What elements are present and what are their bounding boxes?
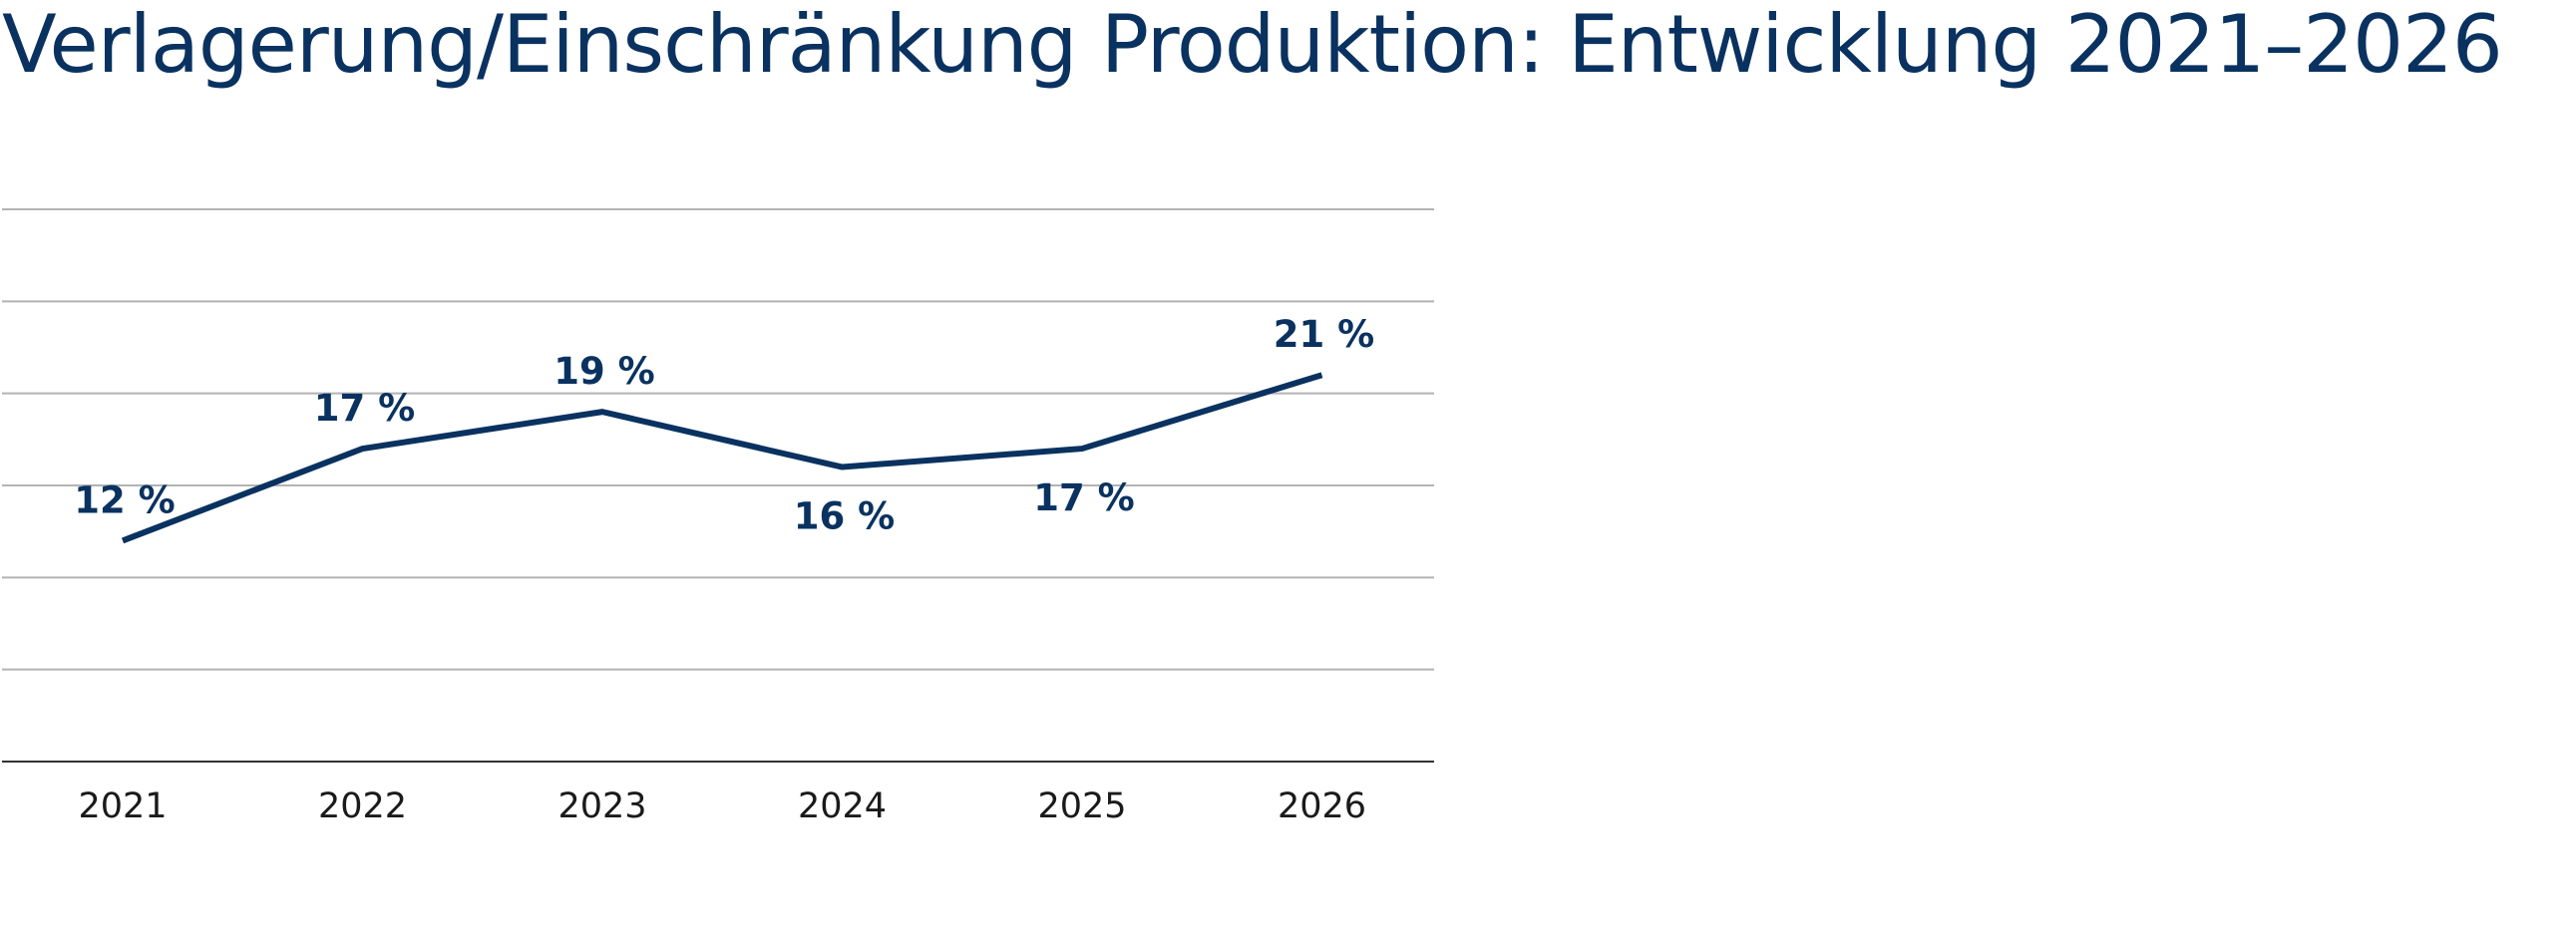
- x-tick-label: 2021: [78, 786, 167, 826]
- data-label: 16 %: [794, 495, 895, 538]
- data-point: [1319, 372, 1325, 378]
- data-point: [840, 465, 846, 470]
- x-tick-label: 2023: [557, 786, 646, 826]
- chart-title: Verlagerung/Einschränkung Produktion: En…: [2, 0, 2503, 91]
- data-point: [599, 409, 605, 415]
- gridlines: [2, 208, 1434, 671]
- series-line: [121, 372, 1323, 544]
- series-line-layer: [120, 372, 1325, 544]
- data-label: 12 %: [74, 478, 175, 521]
- data-point: [1079, 446, 1085, 452]
- x-tick-label: 2026: [1278, 786, 1366, 826]
- data-label: 21 %: [1274, 313, 1374, 356]
- data-labels: 12 % 17 % 19 % 16 % 17 % 21 %: [74, 313, 1374, 537]
- x-tick-label: 2024: [798, 786, 887, 826]
- data-label: 19 %: [553, 350, 654, 393]
- data-point: [120, 537, 126, 543]
- x-tick-label: 2025: [1037, 786, 1126, 826]
- data-point: [360, 446, 366, 452]
- x-tick-label: 2022: [318, 786, 407, 826]
- data-label: 17 %: [1033, 476, 1134, 519]
- x-tick-labels: 2021 2022 2023 2024 2025 2026: [78, 786, 1366, 826]
- data-label: 17 %: [314, 387, 415, 430]
